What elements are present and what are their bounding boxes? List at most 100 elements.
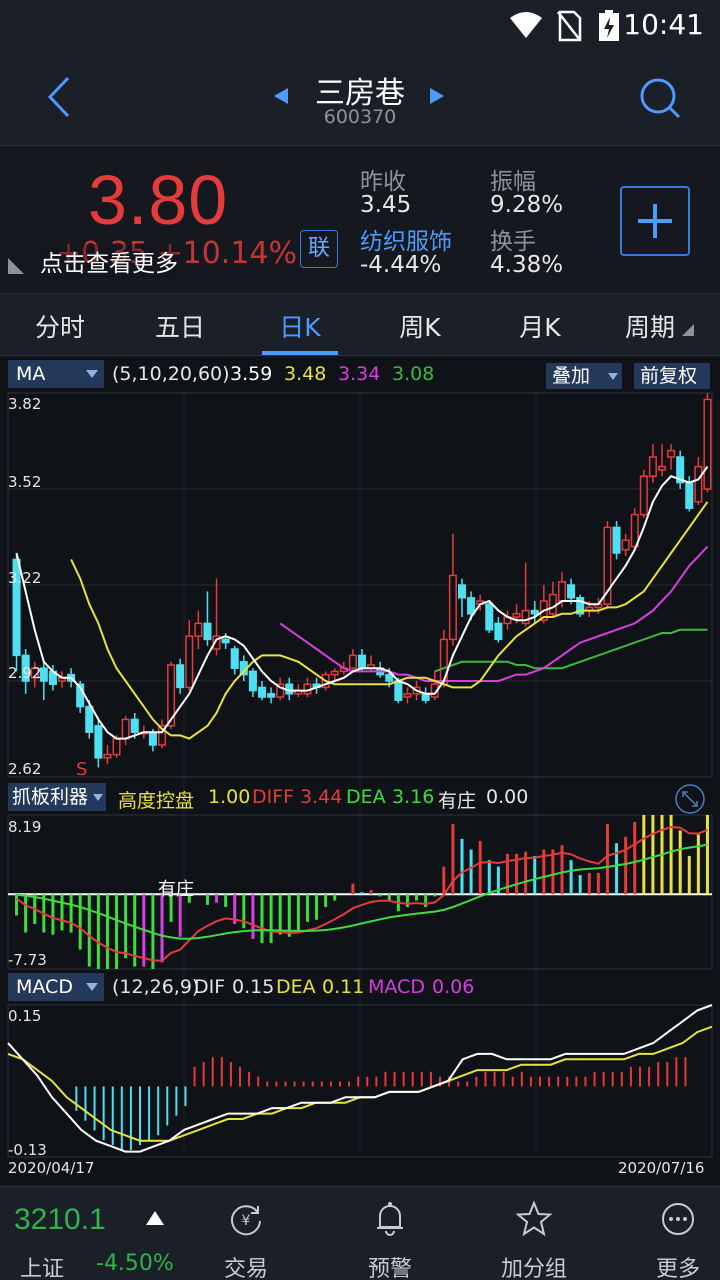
index-name: 上证 — [20, 1257, 65, 1280]
clock: 10:41 — [623, 8, 704, 41]
candle-body — [621, 539, 630, 551]
ma-params: (5,10,20,60) — [112, 363, 230, 385]
add-watchlist-button[interactable] — [620, 186, 690, 256]
candle-body — [603, 526, 612, 605]
active-tab-indicator — [262, 351, 338, 355]
ma10-value: 3.48 — [284, 363, 327, 385]
sector-link[interactable]: 纺织服饰 — [360, 229, 452, 255]
candle-body — [521, 609, 530, 625]
prev-close-label: 昨收 — [360, 169, 406, 195]
kline-chart[interactable] — [0, 357, 720, 1183]
candle-body — [530, 609, 539, 615]
candle-body — [512, 613, 521, 618]
candle-body — [221, 638, 230, 644]
candle-body — [257, 686, 267, 698]
macd-dif-line — [7, 1004, 713, 1153]
stock-code: 600370 — [323, 106, 397, 128]
ind2-y-bottom: -7.73 — [8, 951, 47, 969]
ind2-dea-value: 3.16 — [392, 786, 435, 808]
expand-up-icon[interactable] — [146, 1211, 164, 1225]
ind2-y-top: 8.19 — [8, 818, 42, 836]
macd-y-bottom: -0.13 — [8, 1141, 47, 1159]
ind2-annotation: 有庄 — [158, 879, 194, 900]
prev-close-value: 3.45 — [360, 192, 412, 218]
candle-body — [103, 753, 112, 759]
search-icon[interactable] — [638, 76, 682, 120]
dropdown-arrow-icon — [86, 983, 98, 991]
ma60-line — [434, 628, 708, 673]
ind2-diff-line — [15, 825, 708, 962]
candle-body — [76, 683, 85, 708]
candle-body — [267, 693, 276, 698]
overlay-button[interactable]: 叠加 — [546, 363, 622, 389]
candle-body — [248, 670, 257, 692]
macd-macd-label: MACD — [368, 976, 425, 998]
linked-stocks-button[interactable]: 联 — [300, 230, 338, 268]
macd-dea-label: DEA — [276, 976, 316, 998]
custom-indicator-selector[interactable]: 抓板利器 — [8, 783, 106, 811]
quote-panel[interactable]: 3.80 +0.35 +10.14% 点击查看更多 联 昨收 3.45 纺织服饰… — [0, 146, 720, 294]
adjust-button[interactable]: 前复权 — [634, 363, 710, 389]
candle-body — [657, 465, 667, 471]
nav-alert-label: 预警 — [367, 1257, 412, 1280]
candle-body — [12, 558, 21, 657]
candle-body — [448, 574, 457, 641]
svg-text:¥: ¥ — [242, 1213, 251, 1229]
macd-selector[interactable]: MACD — [8, 973, 104, 1001]
turnover-value: 4.38% — [490, 252, 564, 278]
plus-icon — [638, 204, 672, 238]
ma-selector[interactable]: MA — [8, 360, 104, 388]
nav-add-group-label: 加分组 — [500, 1257, 567, 1280]
candle-body — [676, 456, 685, 484]
bottom-nav: 3210.1 上证 -4.50% ¥ 交易 预警 加分组 更多 — [0, 1186, 720, 1280]
sector-change: -4.44% — [360, 252, 442, 278]
candle-body — [557, 581, 567, 602]
tab-weekly-k[interactable]: 周K — [399, 313, 441, 342]
candle-body — [230, 648, 239, 669]
custom-indicator-bar: 抓板利器 高度控盘 1.00 DIFF 3.44 DEA 3.16 有庄 0.0… — [0, 783, 720, 815]
more-info-tip[interactable]: 点击查看更多 — [40, 244, 178, 278]
ind2-control-value: 1.00 — [208, 786, 251, 808]
candle-body — [667, 449, 676, 458]
candle-body — [357, 654, 367, 669]
tab-five-day[interactable]: 五日 — [154, 313, 205, 342]
macd-y-top: 0.15 — [8, 1007, 42, 1025]
macd-macd-value: 0.06 — [432, 976, 475, 998]
prev-stock-icon[interactable] — [272, 86, 290, 106]
ind2-diff-value: 3.44 — [300, 786, 343, 808]
kline-chart-area[interactable]: MA (5,10,20,60) 3.59 3.48 3.34 3.08 叠加 前… — [0, 357, 720, 1183]
tab-monthly-k[interactable]: 月K — [519, 313, 561, 342]
tab-daily-k[interactable]: 日K — [279, 313, 321, 342]
candle-body — [276, 683, 285, 698]
macd-params: (12,26,9) — [112, 976, 200, 998]
index-value[interactable]: 3210.1 — [14, 1203, 106, 1236]
ma-selector-label: MA — [16, 363, 46, 385]
candle-body — [394, 680, 403, 701]
tab-period[interactable]: 周期 — [624, 313, 675, 342]
tab-intraday[interactable]: 分时 — [34, 313, 85, 342]
status-bar: 10:41 — [0, 0, 720, 50]
candle-body — [694, 465, 703, 503]
custom-indicator-label: 抓板利器 — [12, 786, 89, 808]
candle-body — [330, 670, 339, 676]
ind2-dea-line — [16, 843, 708, 940]
candle-body — [348, 654, 357, 669]
y-axis-label-4: 2.92 — [8, 664, 42, 682]
macd-dea-value: 0.11 — [322, 976, 365, 998]
no-sim-icon — [557, 10, 582, 42]
title-bar: 三房巷 600370 — [0, 50, 720, 146]
candle-body — [485, 603, 494, 631]
stock-name: 三房巷 — [315, 76, 405, 111]
index-change: -4.50% — [96, 1251, 174, 1276]
candle-body — [157, 725, 167, 746]
ma20-value: 3.34 — [338, 363, 381, 385]
back-arrow-icon[interactable] — [40, 74, 80, 120]
y-axis-label-top: 3.82 — [8, 395, 42, 413]
fullscreen-icon[interactable] — [674, 783, 706, 815]
candle-body — [548, 593, 557, 615]
candle-body — [630, 513, 639, 548]
overlay-label: 叠加 — [552, 365, 591, 387]
candle-body — [39, 667, 48, 682]
next-stock-icon[interactable] — [428, 86, 446, 106]
amplitude-label: 振幅 — [490, 169, 536, 195]
